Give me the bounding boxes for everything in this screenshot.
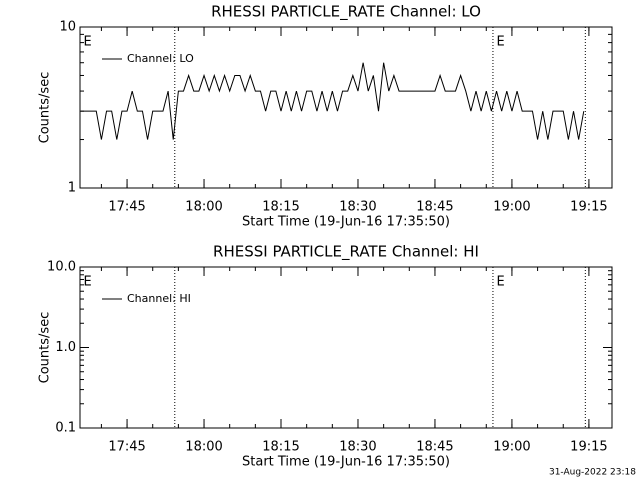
x-tick-label: 18:00 <box>185 440 222 455</box>
x-tick-label: 19:00 <box>493 440 530 455</box>
annotation: E <box>497 275 505 290</box>
footer: 31-Aug-2022 23:18 <box>549 468 636 478</box>
x-tick-label: 18:30 <box>339 440 376 455</box>
chart-title: RHESSI PARTICLE_RATE Channel: HI <box>213 243 479 262</box>
x-tick-label: 19:15 <box>570 440 607 455</box>
y-axis-title: Counts/sec <box>38 72 53 144</box>
x-axis-title: Start Time (19-Jun-16 17:35:50) <box>242 215 450 230</box>
y-tick-label: 0.1 <box>55 421 76 436</box>
chart-title: RHESSI PARTICLE_RATE Channel: LO <box>211 3 481 22</box>
plot-frame <box>79 26 613 189</box>
x-axis-title: Start Time (19-Jun-16 17:35:50) <box>242 455 450 470</box>
annotation: E <box>83 35 91 50</box>
x-tick-label: 18:15 <box>262 200 299 215</box>
x-tick-label: 18:45 <box>416 440 453 455</box>
y-tick-label: 10.0 <box>47 260 76 275</box>
legend-label: Channel: HI <box>127 292 191 305</box>
x-tick-label: 18:45 <box>416 200 453 215</box>
y-tick-label: 1.0 <box>55 340 76 355</box>
x-tick-label: 18:15 <box>262 440 299 455</box>
annotation: E <box>83 275 91 290</box>
x-tick-label: 19:00 <box>493 200 530 215</box>
y-tick-label: 1 <box>68 181 76 196</box>
legend-label: Channel: LO <box>127 52 194 65</box>
annotation: E <box>497 35 505 50</box>
y-tick-label: 10 <box>59 20 76 35</box>
y-axis-title: Counts/sec <box>38 312 53 384</box>
x-tick-label: 18:00 <box>185 200 222 215</box>
data-line <box>80 62 585 140</box>
x-tick-label: 17:45 <box>108 200 145 215</box>
x-tick-label: 18:30 <box>339 200 376 215</box>
x-tick-label: 19:15 <box>570 200 607 215</box>
x-tick-label: 17:45 <box>108 440 145 455</box>
